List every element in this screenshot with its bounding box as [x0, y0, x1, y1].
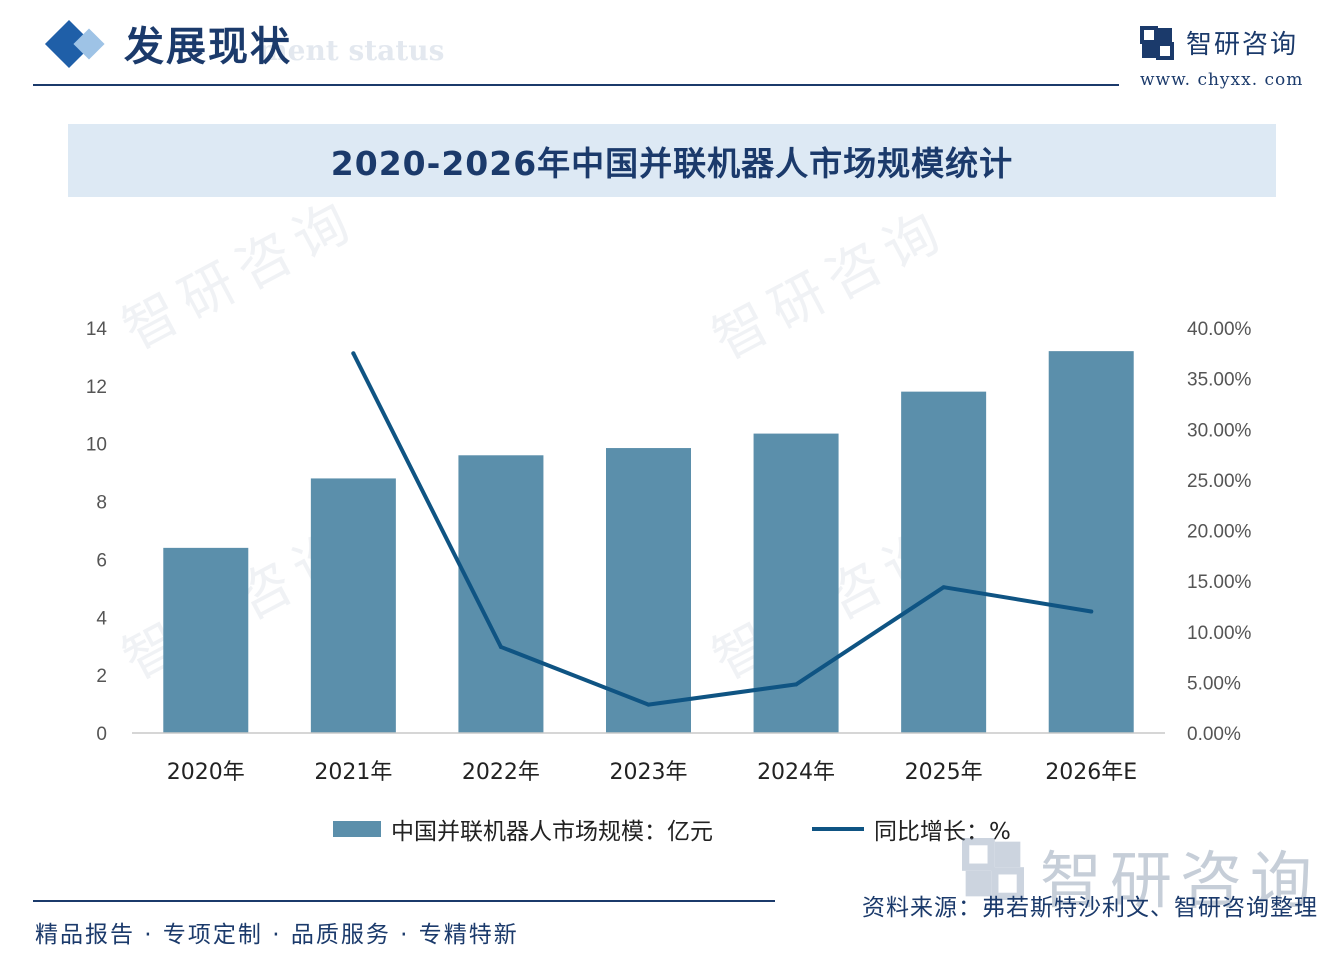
data-source: 资料来源：弗若斯特沙利文、智研咨询整理 — [862, 895, 1318, 921]
footer-tagline: 精品报告 · 专项定制 · 品质服务 · 专精特新 — [35, 922, 519, 948]
growth-line-point — [351, 351, 356, 356]
growth-line-point — [498, 644, 503, 649]
brand-url: www. chyxx. com — [1140, 70, 1304, 90]
bar — [1048, 351, 1134, 733]
growth-line-point — [646, 702, 651, 707]
bar — [310, 478, 396, 733]
category-label: 2025年 — [905, 760, 983, 785]
right-axis-tick-label: 0.00% — [1187, 724, 1241, 745]
bar — [163, 547, 249, 733]
growth-line-point — [1089, 609, 1094, 614]
left-axis-tick-label: 6 — [96, 550, 107, 571]
growth-line — [351, 351, 1094, 707]
right-axis-ticks: 0.00% 5.00% 10.00% 15.00% 20.00% 25.00% 30.00%… — [1187, 319, 1252, 745]
right-axis-tick-label: 40.00% — [1187, 319, 1252, 340]
legend-line-label: 同比增长：% — [874, 819, 1011, 845]
category-label: 2022年 — [462, 760, 540, 785]
category-labels: 2020年 2021年 2022年 2023年 2024年 2025年 2026年E — [167, 760, 1137, 785]
page-title: 发展现状 — [124, 24, 292, 70]
watermark-logo-icon — [962, 838, 1024, 900]
category-label: 2023年 — [610, 760, 688, 785]
watermark-brand-name: 智研咨询 — [1040, 844, 1321, 917]
legend-item-bar: 中国并联机器人市场规模：亿元 — [333, 812, 713, 846]
bar — [458, 455, 544, 733]
category-label: 2026年E — [1045, 760, 1137, 785]
right-axis-tick-label: 25.00% — [1187, 471, 1252, 492]
right-axis-tick-label: 5.00% — [1187, 673, 1241, 694]
growth-line-point — [794, 682, 799, 687]
line-series — [351, 351, 1094, 707]
left-axis-ticks: 0 2 4 6 8 10 12 14 — [86, 319, 108, 745]
category-label: 2021年 — [314, 760, 392, 785]
right-axis-tick-label: 30.00% — [1187, 420, 1252, 441]
category-label: 2020年 — [167, 760, 245, 785]
legend-bar-label: 中国并联机器人市场规模：亿元 — [391, 819, 713, 845]
legend-item-line: 同比增长：% — [812, 812, 1011, 846]
left-axis-tick-label: 10 — [86, 435, 107, 456]
legend-line-swatch — [812, 827, 864, 831]
chart-title-band: 2020-2026年中国并联机器人市场规模统计 — [68, 124, 1276, 197]
header-divider — [33, 84, 1119, 86]
left-axis-tick-label: 4 — [96, 608, 107, 629]
right-axis-tick-label: 10.00% — [1187, 623, 1252, 644]
brand-name: 智研咨询 — [1186, 30, 1299, 60]
bar-series — [163, 351, 1134, 733]
bar — [606, 448, 691, 733]
left-axis-tick-label: 0 — [96, 724, 107, 745]
right-axis-tick-label: 15.00% — [1187, 572, 1252, 593]
bar — [901, 391, 987, 733]
legend-bar-swatch — [333, 821, 381, 837]
category-label: 2024年 — [757, 760, 835, 785]
header-subtitle-ghost: ment status — [258, 34, 445, 67]
left-axis-tick-label: 12 — [86, 377, 107, 398]
footer-divider — [33, 900, 775, 902]
right-axis-tick-label: 20.00% — [1187, 522, 1252, 543]
left-axis-tick-label: 14 — [86, 319, 108, 340]
growth-line-point — [941, 585, 946, 590]
brand-logo-icon — [1140, 26, 1174, 60]
chart-title: 2020-2026年中国并联机器人市场规模统计 — [330, 143, 1014, 183]
left-axis-tick-label: 8 — [96, 493, 107, 514]
left-axis-tick-label: 2 — [96, 666, 107, 687]
right-axis-tick-label: 35.00% — [1187, 370, 1252, 391]
